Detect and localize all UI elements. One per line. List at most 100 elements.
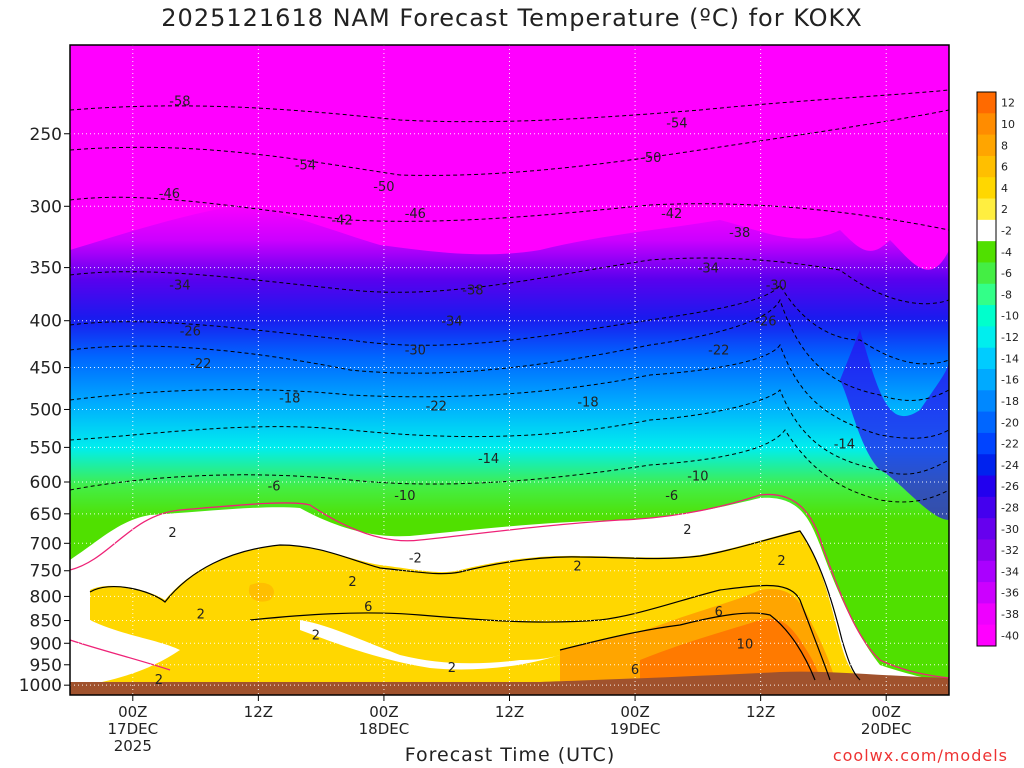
contour-label: -34 xyxy=(441,315,462,330)
x-tick-label: 12Z xyxy=(244,703,273,721)
y-tick-label: 450 xyxy=(30,359,62,379)
credit-link[interactable]: coolwx.com/models xyxy=(832,746,1008,765)
colorbar-swatch xyxy=(977,92,996,114)
contour-labels: -58-54-46 -50-46-42-54-50-42-38-34 -38-34-… xyxy=(155,95,855,689)
contour-label: 2 xyxy=(168,526,176,541)
contour-label: 2 xyxy=(683,523,691,538)
colorbar-label: -16 xyxy=(1001,374,1019,387)
colorbar-swatch xyxy=(977,582,996,604)
x-axis-title: Forecast Time (UTC) xyxy=(404,744,616,766)
colorbar-swatch xyxy=(977,496,996,519)
colorbar-label: 2 xyxy=(1001,203,1008,216)
y-axis: 2503003504004505005506006507007508008509… xyxy=(19,125,70,696)
contour-label: -26 xyxy=(180,325,201,340)
x-tick-label: 00Z xyxy=(118,703,147,721)
colorbar-label: -8 xyxy=(1001,288,1012,301)
x-tick-label: 00Z xyxy=(872,703,901,721)
lower-trough-east xyxy=(840,330,949,520)
contour-label: -42 xyxy=(661,207,682,222)
grid xyxy=(70,45,949,695)
colorbar-label: 8 xyxy=(1001,139,1008,152)
colorbar-label: -38 xyxy=(1001,608,1019,621)
contour-label: -22 xyxy=(426,399,447,414)
contour-label: 6 xyxy=(631,663,639,678)
x-tick-label: 12Z xyxy=(746,703,775,721)
colorbar-swatch xyxy=(977,624,996,647)
contour-label: -34 xyxy=(698,262,719,277)
colorbar-swatch xyxy=(977,454,996,477)
colorbar-swatch xyxy=(977,219,996,242)
colorbar-label: -30 xyxy=(1001,523,1019,536)
freezing-contours xyxy=(69,493,950,679)
contour-label: 6 xyxy=(715,605,723,620)
colorbar-swatch xyxy=(977,411,996,434)
colorbar-label: -14 xyxy=(1001,352,1019,365)
warm-layer-deep-orange xyxy=(640,618,820,682)
contour-label: 2 xyxy=(448,661,456,676)
ground-band xyxy=(70,671,949,695)
colorbar-swatch xyxy=(977,560,996,583)
colorbar-swatch xyxy=(977,432,996,455)
x-tick-label: 19DEC xyxy=(610,720,661,738)
colorbar-label: 4 xyxy=(1001,182,1008,195)
y-tick-label: 950 xyxy=(30,656,62,676)
colorbar-label: -4 xyxy=(1001,246,1012,259)
contour-label: -10 xyxy=(394,489,415,504)
contour-label: 2 xyxy=(155,673,163,688)
contour-label: -22 xyxy=(708,343,729,358)
y-tick-label: 650 xyxy=(30,505,62,525)
y-tick-label: 750 xyxy=(30,562,62,582)
x-tick-label: 2025 xyxy=(114,737,152,755)
contour-label: -50 xyxy=(640,151,661,166)
contour-label: 6 xyxy=(364,600,372,615)
colorbar-label: -2 xyxy=(1001,225,1012,238)
colorbar-label: -32 xyxy=(1001,544,1019,557)
colorbar-swatch xyxy=(977,369,996,391)
y-tick-label: 250 xyxy=(30,125,62,145)
contour-label: 2 xyxy=(312,628,320,643)
colorbar-swatch xyxy=(977,305,996,327)
x-tick-label: 00Z xyxy=(369,703,398,721)
y-tick-label: 850 xyxy=(30,612,62,632)
colorbar-swatch xyxy=(977,326,996,349)
y-tick-label: 350 xyxy=(30,259,62,279)
contour-label: 10 xyxy=(737,637,754,652)
contour-label: -14 xyxy=(834,438,855,453)
colorbar-label: -34 xyxy=(1001,565,1019,578)
x-tick-label: 18DEC xyxy=(359,720,410,738)
y-tick-label: 550 xyxy=(30,438,62,458)
contour-label: -46 xyxy=(159,187,180,202)
contour-label: -58 xyxy=(169,95,190,110)
contour-label: -54 xyxy=(295,158,316,173)
colorbar-swatch xyxy=(977,603,996,626)
contour-label: 2 xyxy=(348,575,356,590)
colorbar-label: -28 xyxy=(1001,502,1019,515)
inner-white-tongue xyxy=(300,620,560,670)
colorbar-frame xyxy=(976,91,997,647)
colorbar-swatch xyxy=(977,262,996,285)
colorbar-label: -18 xyxy=(1001,395,1019,408)
contour-label: -18 xyxy=(279,391,300,406)
contour-label: -10 xyxy=(687,469,708,484)
y-tick-label: 300 xyxy=(30,197,62,217)
y-tick-label: 900 xyxy=(30,634,62,654)
contour-label: -50 xyxy=(373,180,394,195)
colorbar-label: 12 xyxy=(1001,97,1015,110)
colorbar-swatch xyxy=(977,475,996,498)
y-tick-label: 700 xyxy=(30,534,62,554)
colorbar-label: 10 xyxy=(1001,118,1015,131)
warm-layer-mid-orange xyxy=(248,582,274,602)
chart-title: 2025121618 NAM Forecast Temperature (ºC)… xyxy=(161,4,863,32)
colorbar-swatch xyxy=(977,539,996,562)
colorbar-swatch xyxy=(977,241,996,263)
y-tick-label: 800 xyxy=(30,587,62,607)
colorbar-swatch xyxy=(977,134,996,157)
y-tick-label: 600 xyxy=(30,473,62,493)
x-tick-label: 12Z xyxy=(495,703,524,721)
y-tick-label: 500 xyxy=(30,400,62,420)
contour-label: 2 xyxy=(777,554,785,569)
colorbar-label: -6 xyxy=(1001,267,1012,280)
colorbar-label: -26 xyxy=(1001,480,1019,493)
